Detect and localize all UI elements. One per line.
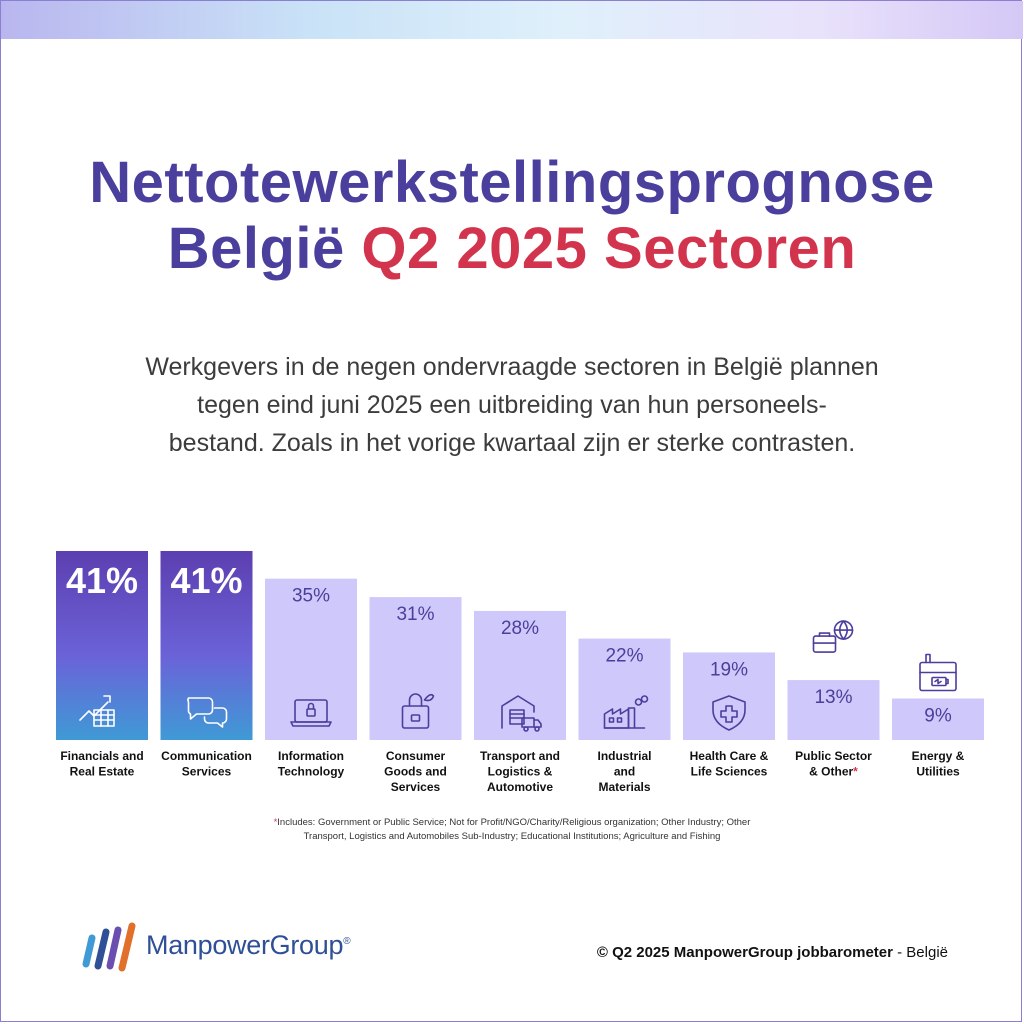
intro-line-3: bestand. Zoals in het vorige kwartaal zi… (168, 429, 856, 457)
logo-stripes-icon (82, 922, 136, 972)
category-label-6-line-2: and (614, 765, 635, 779)
category-label-9-line-2: Utilities (916, 765, 960, 779)
title-line-2: België Q2 2025 Sectoren (0, 216, 1024, 282)
bar-value-label-9: 9% (924, 706, 952, 727)
top-gradient-band (1, 1, 1023, 39)
title-line-1: Nettotewerkstellingsprognose (89, 150, 935, 215)
bar-value-label-6: 22% (605, 646, 643, 667)
category-label-5-line-1: Transport and (480, 749, 560, 763)
intro-line-1: Werkgevers in de negen ondervraagde sect… (145, 353, 879, 381)
bar-value-label-3: 35% (292, 586, 330, 607)
bar-9 (892, 698, 984, 740)
category-label-5-line-2: Logistics & (488, 765, 553, 779)
logo-wordmark: ManpowerGroup (146, 930, 344, 960)
category-label-7-line-1: Health Care & (690, 749, 769, 763)
bar-value-label-2: 41% (170, 560, 242, 601)
bar-value-label-8: 13% (814, 687, 852, 708)
sector-bar-chart: 41% Financials and Real Estate 41% Communica… (56, 551, 984, 794)
logo-registered-mark: ® (343, 936, 351, 947)
copyright-country: - België (892, 944, 948, 961)
bars-group: 41% Financials and Real Estate 41% Communica… (56, 551, 984, 794)
category-label-8-line-1: Public Sector (795, 749, 872, 763)
bar-2 (160, 551, 253, 740)
bar-3 (265, 578, 357, 740)
copyright-main: © Q2 2025 ManpowerGroup jobbarometer (596, 944, 893, 961)
footnote-line-2: Transport, Logistics and Automobiles Sub… (303, 831, 721, 842)
bar-value-label-5: 28% (501, 618, 539, 639)
page-title: Nettotewerkstellingsprognose België Q2 2… (0, 150, 1024, 282)
factory-icon (603, 695, 649, 729)
category-label-3-line-2: Technology (278, 765, 345, 779)
category-label-4-line-2: Goods and (384, 765, 447, 779)
warehouse-truck-icon (501, 695, 542, 732)
category-label-4-line-1: Consumer (386, 749, 446, 763)
category-label-7-line-2: Life Sciences (691, 765, 768, 779)
footnote: *Includes: Government or Public Service;… (200, 816, 824, 844)
category-label-1-line-2: Real Estate (70, 765, 135, 779)
category-asterisk: * (853, 765, 858, 779)
bar-6 (578, 638, 671, 740)
factory-battery-icon (919, 653, 957, 692)
intro-line-2: tegen eind juni 2025 een uitbreiding van… (197, 391, 827, 419)
bar-8 (787, 680, 880, 740)
category-label-9-line-1: Energy & (912, 749, 965, 763)
footnote-line-1: Includes: Government or Public Service; … (277, 817, 751, 828)
bar-4 (369, 597, 462, 740)
category-label-4-line-3: Services (391, 780, 441, 794)
footnote-asterisk: * (273, 817, 278, 828)
bar-value-label-4: 31% (396, 604, 434, 625)
category-label-2-line-2: Services (182, 765, 232, 779)
category-label-5-line-3: Automotive (487, 780, 553, 794)
category-label-3-line-1: Information (278, 749, 344, 763)
bar-value-label-7: 19% (710, 659, 748, 680)
category-label-2-line-1: Communication (161, 749, 252, 763)
category-label-8-line-2: & Other* (809, 765, 858, 779)
bar-value-label-1: 41% (66, 560, 138, 601)
laptop-lock-icon (290, 699, 332, 727)
shopping-bag-icon (401, 693, 435, 729)
category-label-6-line-1: Industrial (597, 749, 651, 763)
title-period: Q2 2025 Sectoren (361, 216, 857, 281)
title-country: België (167, 216, 345, 281)
category-label-1-line-1: Financials and (60, 749, 143, 763)
briefcase-globe-icon (812, 620, 854, 653)
shield-cross-icon (712, 695, 746, 731)
chart-grid-icon (79, 695, 115, 727)
intro-text: Werkgevers in de negen ondervraagde sect… (70, 348, 954, 462)
category-label-6-line-3: Materials (598, 780, 650, 794)
manpowergroup-logo: ManpowerGroup® (76, 920, 376, 972)
chat-bubbles-icon (187, 697, 228, 728)
copyright-notice: © Q2 2025 ManpowerGroup jobbarometer - B… (597, 944, 948, 961)
